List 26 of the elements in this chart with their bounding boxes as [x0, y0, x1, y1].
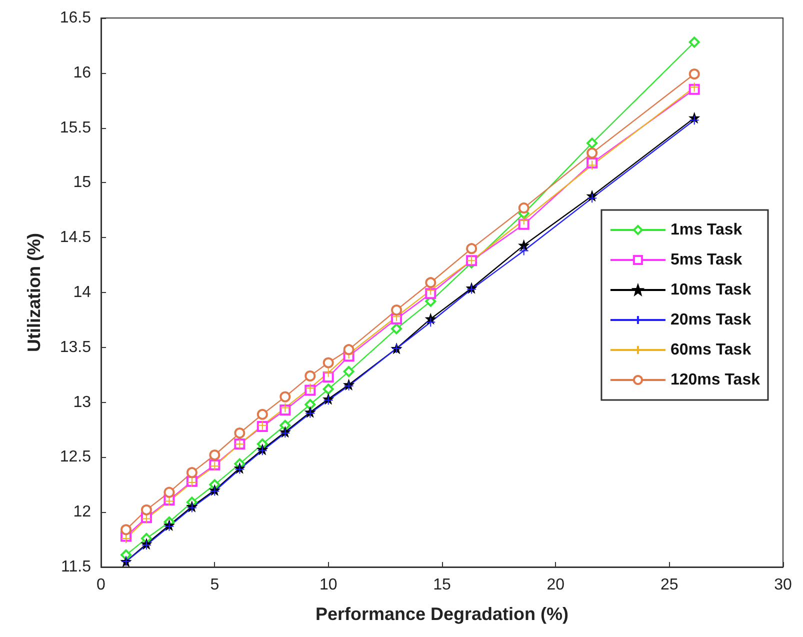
y-tick-label: 12 [73, 504, 92, 521]
y-tick-label: 14 [73, 284, 92, 301]
legend-label: 120ms Task [670, 372, 760, 388]
legend-label: 10ms Task [670, 282, 752, 298]
y-axis-title: Utilization (%) [24, 233, 44, 352]
y-tick-label: 11.5 [61, 558, 92, 576]
legend-label: 20ms Task [670, 312, 752, 328]
x-tick-label: 25 [660, 576, 678, 594]
legend-label: 5ms Task [670, 252, 742, 268]
x-tick-label: 30 [774, 576, 792, 594]
legend-label: 60ms Task [670, 342, 752, 358]
x-tick-label: 10 [319, 576, 338, 594]
y-tick-label: 13.5 [60, 338, 92, 356]
x-axis-title: Performance Degradation (%) [315, 604, 569, 624]
x-tick-label: 0 [96, 576, 106, 594]
y-tick-label: 16.5 [60, 10, 92, 26]
y-tick-label: 16 [73, 64, 92, 82]
y-tick-label: 15 [73, 174, 92, 192]
x-tick-label: 15 [433, 576, 451, 594]
y-tick-label: 12.5 [60, 448, 92, 466]
x-tick-label: 20 [546, 576, 565, 594]
y-tick-label: 14.5 [60, 229, 92, 246]
y-tick-label: 15.5 [60, 119, 92, 136]
legend-label: 1ms Task [670, 222, 742, 238]
x-tick-label: 5 [210, 576, 220, 594]
y-tick-label: 13 [73, 394, 92, 411]
